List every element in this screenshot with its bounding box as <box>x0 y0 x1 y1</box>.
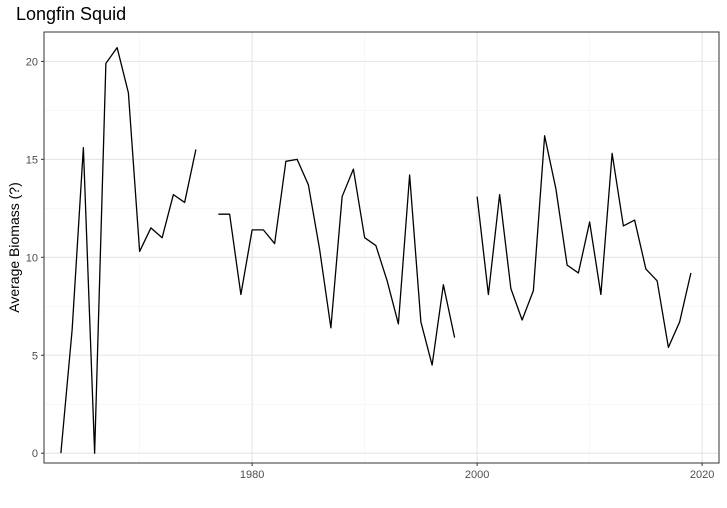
series-line-segment-1 <box>60 47 197 454</box>
y-axis: 0 5 10 15 20 <box>26 56 44 460</box>
x-tick-label: 2000 <box>465 469 489 481</box>
y-tick-label: 0 <box>32 448 38 460</box>
major-gridlines <box>44 32 719 463</box>
minor-gridlines <box>44 32 719 463</box>
x-axis: 1980 2000 2020 <box>240 463 714 481</box>
y-tick-label: 5 <box>32 350 38 362</box>
x-tick-label: 1980 <box>240 469 264 481</box>
y-tick-label: 20 <box>26 56 38 68</box>
series-line-segment-3 <box>476 135 692 349</box>
y-axis-label: Average Biomass (?) <box>6 182 22 312</box>
chart-title: Longfin Squid <box>16 4 127 24</box>
y-tick-label: 10 <box>26 252 38 264</box>
y-tick-label: 15 <box>26 154 38 166</box>
x-tick-label: 2020 <box>690 469 714 481</box>
panel-border <box>43 31 720 464</box>
series-lines <box>60 47 692 454</box>
series-line-segment-2 <box>218 158 456 366</box>
